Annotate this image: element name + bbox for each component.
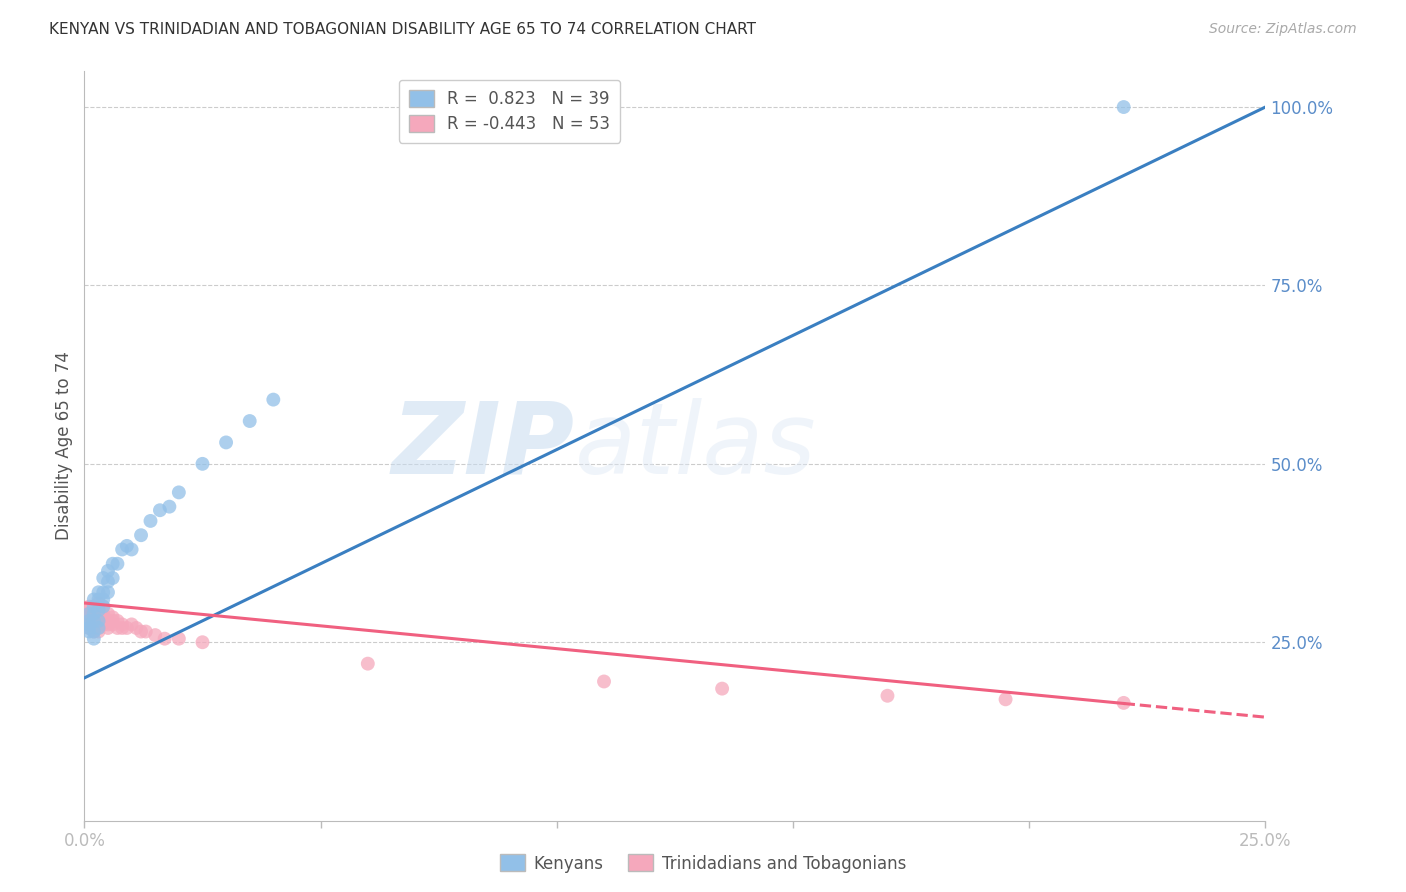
Point: [87, 585, 110, 599]
Point: [91, 607, 114, 621]
Point: [87, 621, 110, 635]
Point: [157, 500, 180, 514]
Text: Source: ZipAtlas.com: Source: ZipAtlas.com: [1209, 22, 1357, 37]
Point: [91, 610, 114, 624]
Point: [87, 596, 110, 610]
Point: [83, 607, 105, 621]
Point: [83, 607, 105, 621]
Text: ZIP: ZIP: [391, 398, 575, 494]
Point: [87, 621, 110, 635]
Point: [83, 614, 105, 628]
Point: [115, 621, 138, 635]
Point: [191, 635, 214, 649]
Point: [83, 624, 105, 639]
Point: [87, 617, 110, 632]
Point: [83, 632, 105, 646]
Point: [83, 603, 105, 617]
Point: [262, 392, 284, 407]
Point: [87, 592, 110, 607]
Point: [129, 624, 152, 639]
Point: [77, 610, 100, 624]
Point: [111, 617, 134, 632]
Point: [83, 610, 105, 624]
Point: [101, 557, 124, 571]
Point: [77, 607, 100, 621]
Point: [91, 599, 114, 614]
Point: [77, 617, 100, 632]
Point: [77, 621, 100, 635]
Point: [139, 514, 162, 528]
Point: [83, 592, 105, 607]
Point: [876, 689, 898, 703]
Text: KENYAN VS TRINIDADIAN AND TOBAGONIAN DISABILITY AGE 65 TO 74 CORRELATION CHART: KENYAN VS TRINIDADIAN AND TOBAGONIAN DIS…: [49, 22, 756, 37]
Point: [77, 599, 100, 614]
Point: [111, 542, 134, 557]
Point: [153, 632, 176, 646]
Point: [1112, 100, 1135, 114]
Legend: R =  0.823   N = 39, R = -0.443   N = 53: R = 0.823 N = 39, R = -0.443 N = 53: [399, 79, 620, 143]
Point: [357, 657, 380, 671]
Point: [77, 621, 100, 635]
Point: [91, 585, 114, 599]
Legend: Kenyans, Trinidadians and Tobagonians: Kenyans, Trinidadians and Tobagonians: [494, 847, 912, 880]
Point: [87, 610, 110, 624]
Point: [87, 614, 110, 628]
Point: [215, 435, 238, 450]
Point: [149, 503, 172, 517]
Point: [97, 614, 120, 628]
Point: [91, 614, 114, 628]
Point: [77, 624, 100, 639]
Point: [1112, 696, 1135, 710]
Point: [97, 617, 120, 632]
Point: [87, 603, 110, 617]
Point: [83, 599, 105, 614]
Point: [135, 624, 157, 639]
Point: [129, 528, 152, 542]
Text: atlas: atlas: [575, 398, 815, 494]
Point: [107, 614, 129, 628]
Point: [115, 539, 138, 553]
Point: [83, 624, 105, 639]
Point: [101, 610, 124, 624]
Point: [87, 614, 110, 628]
Point: [593, 674, 616, 689]
Point: [97, 564, 120, 578]
Point: [97, 607, 120, 621]
Point: [107, 621, 129, 635]
Point: [121, 542, 143, 557]
Point: [77, 607, 100, 621]
Point: [97, 585, 120, 599]
Point: [125, 621, 148, 635]
Point: [91, 571, 114, 585]
Point: [111, 621, 134, 635]
Point: [97, 574, 120, 589]
Point: [101, 617, 124, 632]
Point: [91, 592, 114, 607]
Point: [107, 557, 129, 571]
Point: [83, 614, 105, 628]
Point: [87, 624, 110, 639]
Point: [121, 617, 143, 632]
Point: [994, 692, 1017, 706]
Point: [101, 614, 124, 628]
Point: [77, 603, 100, 617]
Point: [91, 617, 114, 632]
Point: [83, 599, 105, 614]
Point: [87, 603, 110, 617]
Point: [167, 632, 190, 646]
Point: [77, 614, 100, 628]
Point: [77, 614, 100, 628]
Point: [83, 621, 105, 635]
Point: [711, 681, 734, 696]
Point: [191, 457, 214, 471]
Point: [77, 617, 100, 632]
Point: [101, 571, 124, 585]
Point: [97, 621, 120, 635]
Point: [91, 599, 114, 614]
Point: [83, 617, 105, 632]
Point: [239, 414, 262, 428]
Point: [167, 485, 190, 500]
Point: [143, 628, 166, 642]
Y-axis label: Disability Age 65 to 74: Disability Age 65 to 74: [55, 351, 73, 541]
